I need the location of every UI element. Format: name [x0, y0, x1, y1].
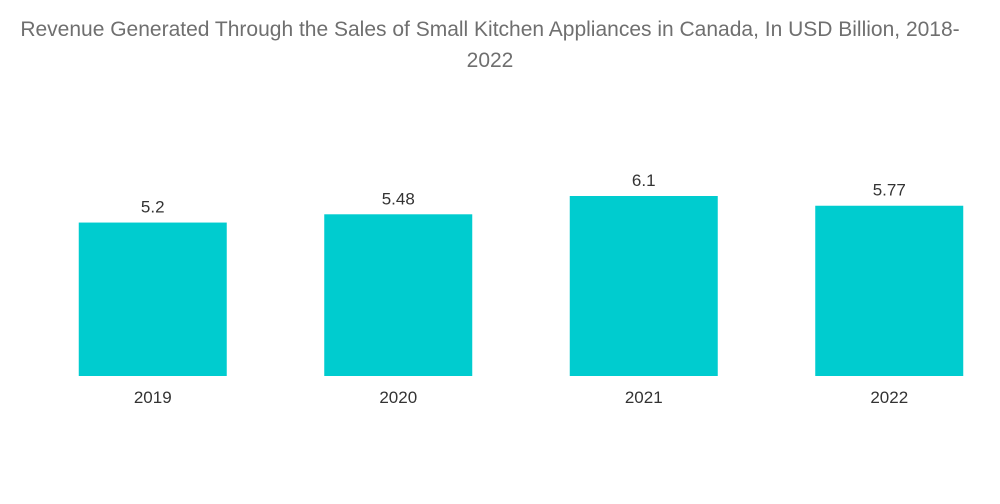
- bar-2019: [78, 222, 227, 376]
- bars-group: [78, 196, 964, 376]
- bar-2021: [569, 196, 718, 376]
- x-tick-label-2019: 2019: [134, 388, 172, 407]
- x-tick-labels-group: 2019 2020 2021 2022: [134, 388, 908, 407]
- value-labels-group: 5.2 5.48 6.1 5.77: [141, 171, 906, 217]
- x-tick-label-2021: 2021: [625, 388, 663, 407]
- value-label-2022: 5.77: [873, 181, 906, 200]
- chart-title: Revenue Generated Through the Sales of S…: [20, 18, 960, 72]
- bar-2020: [324, 214, 473, 376]
- x-tick-label-2020: 2020: [379, 388, 417, 407]
- bar-2022: [815, 205, 964, 376]
- value-label-2020: 5.48: [382, 189, 415, 208]
- value-label-2019: 5.2: [141, 198, 165, 217]
- value-label-2021: 6.1: [632, 171, 656, 190]
- x-tick-label-2022: 2022: [870, 388, 908, 407]
